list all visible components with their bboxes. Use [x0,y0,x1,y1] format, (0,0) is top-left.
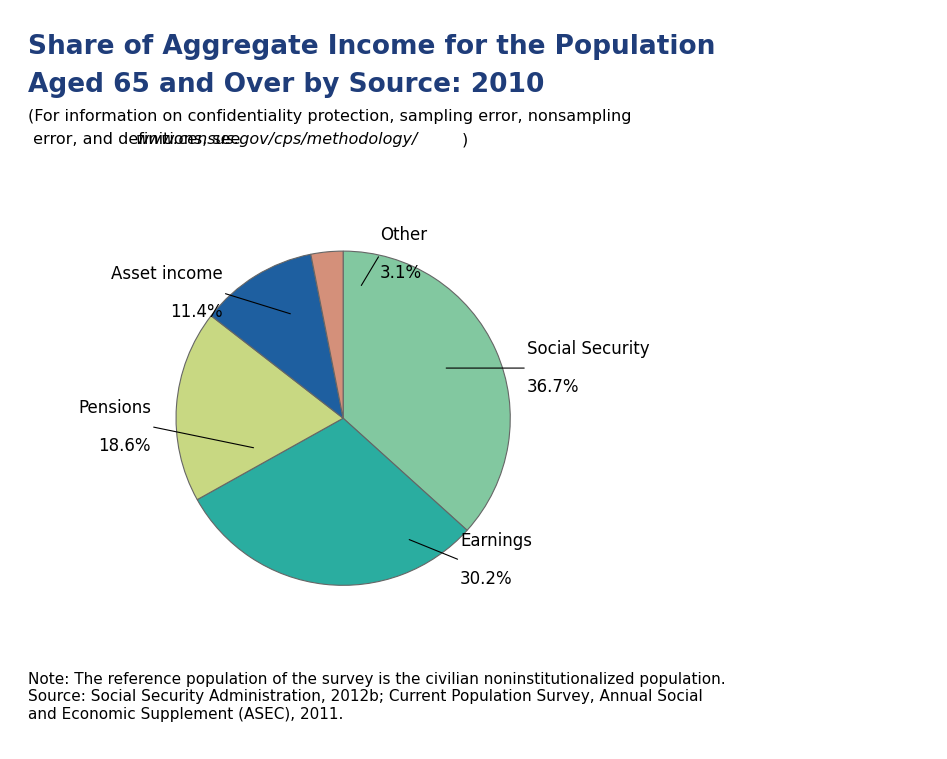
Wedge shape [311,251,343,418]
Text: error, and definitions, see: error, and definitions, see [28,132,246,147]
Text: Social Security: Social Security [527,340,650,358]
Text: 3.1%: 3.1% [380,264,422,282]
Text: 36.7%: 36.7% [527,378,580,396]
Text: Aged 65 and Over by Source: 2010: Aged 65 and Over by Source: 2010 [28,72,545,98]
Wedge shape [343,251,510,531]
Text: Note: The reference population of the survey is the civilian noninstitutionalize: Note: The reference population of the su… [28,672,726,722]
Wedge shape [176,316,343,499]
Wedge shape [197,418,467,585]
Text: Other: Other [380,226,427,244]
Text: Share of Aggregate Income for the Population: Share of Aggregate Income for the Popula… [28,34,716,60]
Text: Earnings: Earnings [460,532,532,550]
Wedge shape [211,254,343,418]
Text: Asset income: Asset income [111,265,223,283]
Text: 11.4%: 11.4% [170,303,223,321]
Text: 18.6%: 18.6% [98,436,151,455]
Text: www.census.gov/cps/methodology/: www.census.gov/cps/methodology/ [135,132,418,147]
Text: ): ) [461,132,468,147]
Text: (For information on confidentiality protection, sampling error, nonsampling: (For information on confidentiality prot… [28,109,632,124]
Text: Pensions: Pensions [78,398,151,417]
Text: 30.2%: 30.2% [460,570,512,588]
